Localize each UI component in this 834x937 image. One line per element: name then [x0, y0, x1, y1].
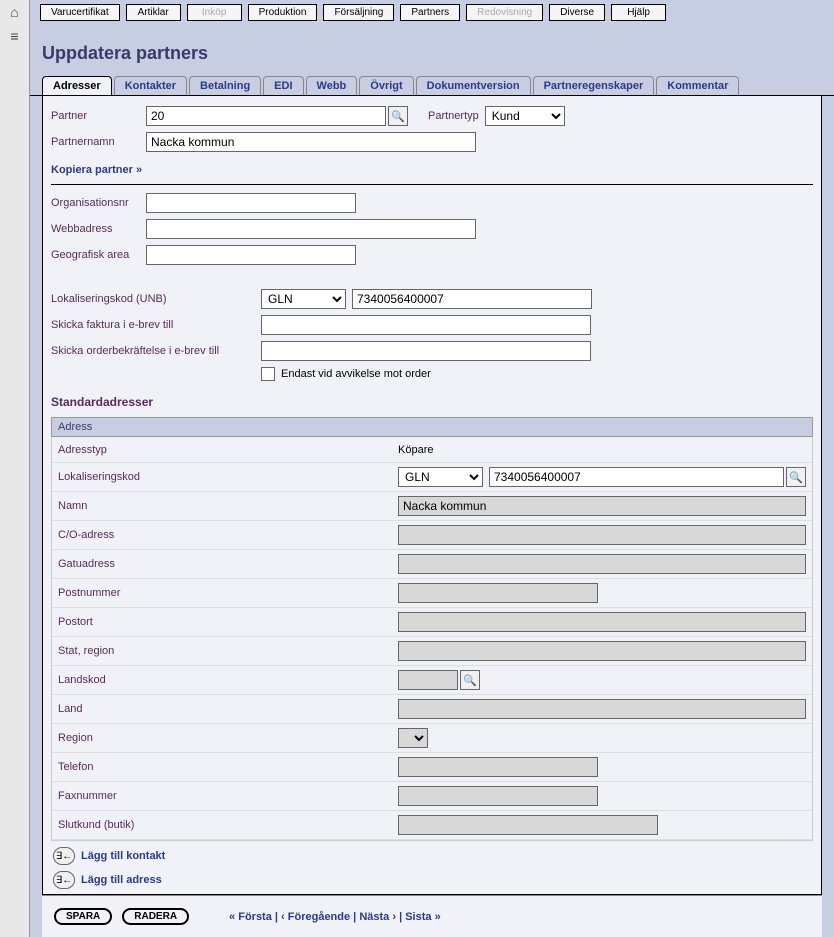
landskod-label: Landskod — [58, 674, 398, 686]
stat-label: Stat, region — [58, 645, 398, 657]
page-title: Uppdatera partners — [30, 25, 834, 76]
partnertyp-select[interactable]: Kund — [485, 106, 565, 126]
avvikelse-label: Endast vid avvikelse mot order — [281, 368, 431, 380]
sub-tabs: AdresserKontakterBetalningEDIWebbÖvrigtD… — [30, 76, 834, 96]
sub-tab-adresser[interactable]: Adresser — [42, 76, 112, 95]
telefon-label: Telefon — [58, 761, 398, 773]
partner-search-icon[interactable]: 🔍 — [388, 106, 408, 126]
sub-tab-webb[interactable]: Webb — [306, 76, 358, 95]
postnr-label: Postnummer — [58, 587, 398, 599]
nasta-link[interactable]: Nästa › — [359, 911, 396, 923]
top-tab-6: Redovisning — [466, 4, 543, 21]
postort-label: Postort — [58, 616, 398, 628]
menu-icon[interactable]: ≡ — [7, 28, 23, 44]
sub-tab-dokumentversion[interactable]: Dokumentversion — [416, 76, 531, 95]
co-input[interactable] — [398, 525, 806, 545]
geo-label: Geografisk area — [51, 249, 146, 261]
region-select[interactable] — [398, 728, 428, 748]
co-label: C/O-adress — [58, 529, 398, 541]
partnernamn-label: Partnernamn — [51, 136, 146, 148]
lokal-select[interactable]: GLN — [261, 289, 346, 309]
top-tab-3[interactable]: Produktion — [248, 4, 318, 21]
sub-tab-kommentar[interactable]: Kommentar — [656, 76, 739, 95]
add-adress-link[interactable]: Lägg till adress — [81, 874, 162, 886]
lokal-label: Lokaliseringskod (UNB) — [51, 293, 261, 305]
geo-input[interactable] — [146, 245, 356, 265]
divider — [51, 184, 813, 185]
orderbek-input[interactable] — [261, 341, 591, 361]
faktura-label: Skicka faktura i e-brev till — [51, 319, 261, 331]
webb-input[interactable] — [146, 219, 476, 239]
adress-header: Adress — [51, 417, 813, 437]
slutkund-input[interactable] — [398, 815, 658, 835]
sub-tab-partneregenskaper[interactable]: Partneregenskaper — [533, 76, 655, 95]
partnertyp-label: Partnertyp — [428, 110, 479, 122]
lokal-input[interactable] — [352, 289, 592, 309]
top-tab-5[interactable]: Partners — [400, 4, 460, 21]
sub-tab-kontakter[interactable]: Kontakter — [114, 76, 187, 95]
avvikelse-checkbox[interactable] — [261, 367, 275, 381]
sista-link[interactable]: Sista » — [405, 911, 440, 923]
content: Varucertifikat Artiklar Inköp Produktion För… — [30, 0, 834, 937]
addr-namn-input[interactable] — [398, 496, 806, 516]
partner-input[interactable] — [146, 106, 386, 126]
footer: SPARA RADERA « Första | ‹ Föregående | N… — [42, 895, 822, 937]
postnr-input[interactable] — [398, 583, 598, 603]
landskod-input[interactable] — [398, 670, 458, 690]
top-tab-7[interactable]: Diverse — [549, 4, 605, 21]
addr-lokal-search-icon[interactable]: 🔍 — [786, 467, 806, 487]
fax-input[interactable] — [398, 786, 598, 806]
telefon-input[interactable] — [398, 757, 598, 777]
form-area: Partner 🔍 Partnertyp Kund Partnernamn Ko… — [42, 96, 822, 895]
sub-tab-betalning[interactable]: Betalning — [189, 76, 261, 95]
top-tab-8[interactable]: Hjälp — [611, 4, 666, 21]
landskod-search-icon[interactable]: 🔍 — [460, 670, 480, 690]
top-tabs: Varucertifikat Artiklar Inköp Produktion För… — [30, 0, 834, 25]
top-tab-1[interactable]: Artiklar — [126, 4, 181, 21]
addr-lokal-select[interactable]: GLN — [398, 467, 483, 487]
fax-label: Faxnummer — [58, 790, 398, 802]
faktura-input[interactable] — [261, 315, 591, 335]
paging: « Första | ‹ Föregående | Nästa › | Sist… — [229, 911, 441, 923]
lokalkod-label: Lokaliseringskod — [58, 471, 398, 483]
orderbek-label: Skicka orderbekräftelse i e-brev till — [51, 345, 261, 357]
top-tab-0[interactable]: Varucertifikat — [40, 4, 120, 21]
add-adress-icon[interactable]: ∃← — [53, 871, 75, 889]
home-icon[interactable]: ⌂ — [7, 4, 23, 20]
spara-button[interactable]: SPARA — [54, 908, 112, 925]
address-table: Adresstyp Köpare Lokaliseringskod GLN 🔍 … — [51, 437, 813, 841]
namn-label: Namn — [58, 500, 398, 512]
standard-title: Standardadresser — [51, 395, 813, 409]
stat-input[interactable] — [398, 641, 806, 661]
kopiera-partner-link[interactable]: Kopiera partner » — [51, 164, 142, 176]
foreg-link[interactable]: ‹ Föregående — [281, 911, 350, 923]
forsta-link[interactable]: « Första — [229, 911, 272, 923]
top-tab-2: Inköp — [187, 4, 242, 21]
partner-label: Partner — [51, 110, 146, 122]
gatu-label: Gatuadress — [58, 558, 398, 570]
sub-tab-edi[interactable]: EDI — [263, 76, 303, 95]
land-input[interactable] — [398, 699, 806, 719]
sub-tab-övrigt[interactable]: Övrigt — [359, 76, 413, 95]
addr-lokal-input[interactable] — [489, 467, 784, 487]
radera-button[interactable]: RADERA — [122, 908, 189, 925]
adresstyp-value: Köpare — [398, 444, 433, 456]
partnernamn-input[interactable] — [146, 132, 476, 152]
add-kontakt-icon[interactable]: ∃← — [53, 847, 75, 865]
add-kontakt-link[interactable]: Lägg till kontakt — [81, 850, 165, 862]
top-tab-4[interactable]: Försäljning — [323, 4, 394, 21]
left-rail: ⌂ ≡ — [0, 0, 30, 937]
postort-input[interactable] — [398, 612, 806, 632]
webb-label: Webbadress — [51, 223, 146, 235]
land-label: Land — [58, 703, 398, 715]
slutkund-label: Slutkund (butik) — [58, 819, 398, 831]
orgnr-input[interactable] — [146, 193, 356, 213]
adresstyp-label: Adresstyp — [58, 444, 398, 456]
gatu-input[interactable] — [398, 554, 806, 574]
orgnr-label: Organisationsnr — [51, 197, 146, 209]
region-label: Region — [58, 732, 398, 744]
